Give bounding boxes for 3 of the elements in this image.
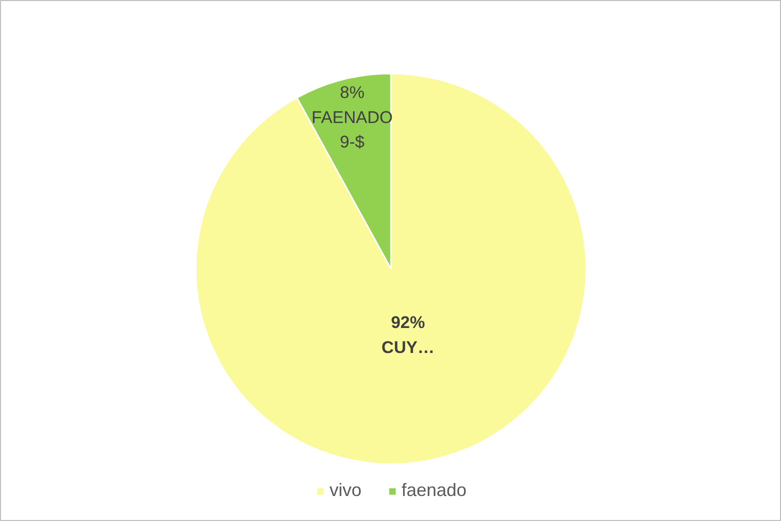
data-label: 92% CUY… <box>382 313 434 357</box>
legend-label: vivo <box>329 480 362 501</box>
legend-label: faenado <box>401 480 467 501</box>
